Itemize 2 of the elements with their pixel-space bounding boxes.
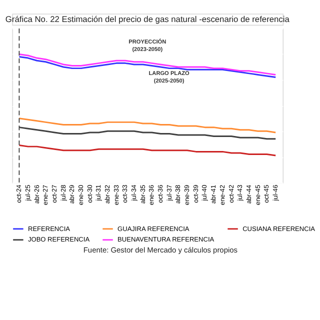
source-note: Fuente: Gestor del Mercado y cálculos propios [83, 245, 238, 254]
chart-title: Gráfica No. 22 Estimación del precio de gas natural -escenario de referencia [5, 14, 290, 24]
